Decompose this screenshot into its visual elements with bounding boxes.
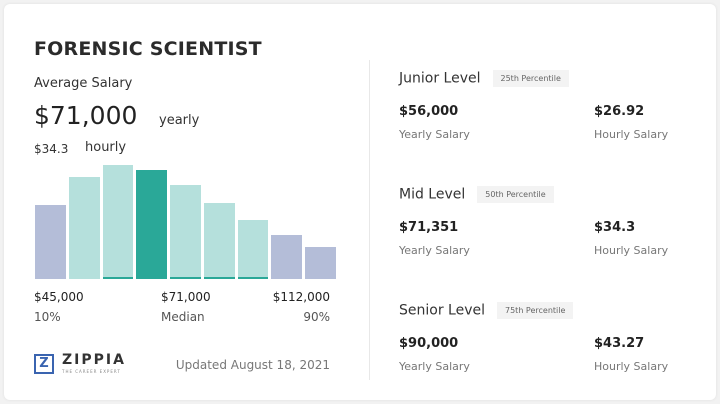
yearly-caption: Yearly Salary <box>399 360 470 373</box>
histogram-bar <box>170 184 201 279</box>
histogram-bar <box>237 220 269 279</box>
average-hourly-salary: $34.3 <box>34 142 69 156</box>
level-mid: Mid Level 50th Percentile <box>399 186 554 203</box>
zippia-logo-icon: Z <box>34 354 54 374</box>
mid-yearly: $71,351 <box>399 220 459 235</box>
job-title: FORENSIC SCIENTIST <box>34 38 262 60</box>
histogram-bar <box>305 246 336 279</box>
level-name: Senior Level <box>399 302 485 319</box>
hourly-caption: Hourly Salary <box>594 360 669 373</box>
low-percentile: 10% <box>34 310 61 324</box>
yearly-label: yearly <box>159 113 200 128</box>
histogram-bar <box>35 205 66 279</box>
updated-date: Updated August 18, 2021 <box>175 358 330 372</box>
low-salary: $45,000 <box>34 290 84 304</box>
average-yearly-salary: $71,000 <box>34 101 138 130</box>
junior-yearly: $56,000 <box>399 104 459 119</box>
yearly-caption: Yearly Salary <box>399 244 470 257</box>
salary-distribution-chart <box>34 164 338 279</box>
histogram-bar <box>102 165 134 279</box>
percentile-badge: 75th Percentile <box>497 302 574 319</box>
level-senior: Senior Level 75th Percentile <box>399 302 574 319</box>
level-junior: Junior Level 25th Percentile <box>399 70 569 87</box>
salary-card: FORENSIC SCIENTIST Average Salary $71,00… <box>4 4 716 400</box>
hourly-label: hourly <box>85 140 127 155</box>
hourly-caption: Hourly Salary <box>594 128 669 141</box>
junior-hourly: $26.92 <box>594 104 645 119</box>
level-name: Mid Level <box>399 186 466 203</box>
median-salary: $71,000 <box>161 290 211 304</box>
hourly-caption: Hourly Salary <box>594 244 669 257</box>
histogram-bar <box>68 176 100 279</box>
divider <box>369 60 370 380</box>
histogram-bar <box>203 203 235 279</box>
percentile-badge: 25th Percentile <box>492 70 569 87</box>
percentile-badge: 50th Percentile <box>477 186 554 203</box>
senior-hourly: $43.27 <box>594 336 645 351</box>
histogram-bar <box>271 235 303 279</box>
high-percentile: 90% <box>303 310 330 324</box>
average-salary-label: Average Salary <box>34 76 133 91</box>
brand-tagline: THE CAREER EXPERT <box>62 369 121 374</box>
level-name: Junior Level <box>399 70 481 87</box>
yearly-caption: Yearly Salary <box>399 128 470 141</box>
median-label: Median <box>161 310 205 324</box>
mid-hourly: $34.3 <box>594 220 636 235</box>
high-salary: $112,000 <box>272 290 330 304</box>
brand-name: ZIPPIA <box>62 352 126 368</box>
histogram-bar <box>136 169 168 279</box>
senior-yearly: $90,000 <box>399 336 459 351</box>
